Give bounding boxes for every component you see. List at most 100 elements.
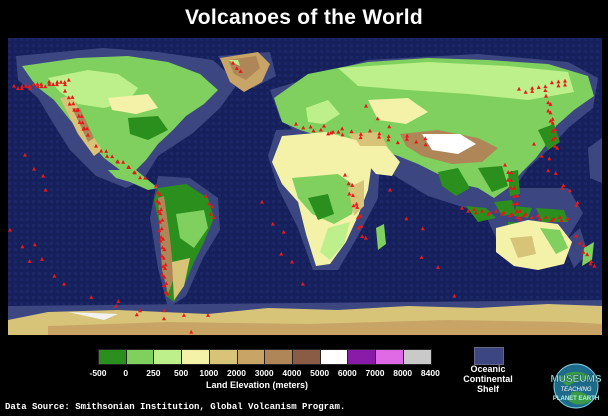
volcano-marker xyxy=(518,209,523,213)
volcano-marker xyxy=(550,120,555,125)
volcano-marker xyxy=(27,86,32,91)
volcano-marker xyxy=(157,228,162,233)
volcano-marker xyxy=(114,303,118,308)
volcano-marker xyxy=(523,211,528,216)
museums-teaching-planet-earth-logo: MUSEUMS TEACHING PLANET EARTH xyxy=(550,363,602,409)
volcano-marker xyxy=(356,225,361,230)
volcano-marker xyxy=(574,203,579,207)
volcano-marker xyxy=(35,84,40,88)
volcano-marker xyxy=(20,83,25,88)
volcano-marker xyxy=(349,129,354,134)
volcano-marker xyxy=(116,159,121,164)
volcano-marker xyxy=(487,210,492,215)
volcano-marker xyxy=(561,183,566,187)
volcano-marker xyxy=(518,216,522,221)
volcano-marker xyxy=(503,162,507,167)
volcano-marker xyxy=(404,136,409,141)
volcano-marker xyxy=(143,175,148,180)
volcano-marker xyxy=(585,252,590,257)
volcano-marker xyxy=(159,226,164,231)
volcano-marker xyxy=(355,215,360,220)
volcano-marker xyxy=(547,156,552,161)
volcano-marker xyxy=(543,88,548,93)
volcano-marker xyxy=(164,281,169,286)
volcano-marker xyxy=(189,329,194,334)
elevation-legend-caption: Land Elevation (meters) xyxy=(206,380,309,390)
volcano-marker xyxy=(340,126,345,131)
elevation-tick-label: 6000 xyxy=(337,368,357,378)
volcano-marker xyxy=(134,312,139,317)
volcano-marker xyxy=(512,186,517,190)
volcano-marker xyxy=(506,177,510,182)
volcano-marker xyxy=(86,132,90,137)
volcano-marker xyxy=(156,209,161,214)
volcano-marker xyxy=(546,168,551,173)
volcano-marker xyxy=(155,190,160,195)
volcano-marker xyxy=(514,209,519,214)
elevation-tick-label: 8400 xyxy=(420,368,440,378)
volcano-marker xyxy=(530,89,535,93)
volcano-marker xyxy=(157,192,162,197)
volcano-marker xyxy=(423,136,428,141)
shelf-label-line3: Shelf xyxy=(476,384,499,394)
volcano-marker xyxy=(311,128,316,133)
volcano-marker xyxy=(509,185,513,190)
volcano-marker xyxy=(548,102,553,106)
volcano-marker xyxy=(367,128,372,133)
volcano-marker xyxy=(105,154,110,158)
volcano-marker xyxy=(210,204,215,209)
volcano-marker xyxy=(94,143,98,148)
elevation-swatch xyxy=(375,349,404,365)
volcano-marker xyxy=(206,313,210,317)
logo-line3: PLANET EARTH xyxy=(553,396,599,402)
antarctica xyxy=(8,304,602,335)
shelf-legend-swatch xyxy=(474,347,504,365)
volcano-marker xyxy=(589,259,594,264)
volcano-marker xyxy=(76,113,81,118)
logo-line2: TEACHING xyxy=(560,387,591,393)
volcano-marker xyxy=(346,181,351,186)
volcano-marker xyxy=(181,313,186,317)
volcano-marker xyxy=(329,130,334,135)
volcano-marker xyxy=(79,114,84,118)
volcano-marker xyxy=(553,171,558,175)
volcano-marker xyxy=(436,265,440,269)
volcano-marker xyxy=(539,153,544,158)
volcano-marker xyxy=(23,152,27,157)
elevation-tick-label: -500 xyxy=(89,368,107,378)
volcano-marker xyxy=(41,173,46,178)
volcano-marker xyxy=(419,255,424,259)
volcano-marker xyxy=(575,200,580,205)
volcano-marker xyxy=(529,214,534,219)
volcano-marker xyxy=(494,208,499,213)
volcano-marker xyxy=(39,84,44,89)
volcano-marker xyxy=(515,215,520,219)
elevation-tick-label: 8000 xyxy=(393,368,413,378)
volcano-marker xyxy=(563,78,567,83)
volcano-marker xyxy=(163,289,168,294)
volcano-marker xyxy=(358,213,363,218)
volcano-marker xyxy=(559,218,564,222)
volcano-marker xyxy=(51,82,56,86)
volcano-marker xyxy=(544,93,548,98)
volcano-marker xyxy=(138,308,143,313)
volcano-marker xyxy=(548,110,553,115)
volcano-marker xyxy=(63,82,68,87)
volcano-marker xyxy=(58,79,63,84)
volcano-marker xyxy=(35,81,40,86)
volcano-marker xyxy=(66,95,71,100)
volcano-marker xyxy=(159,253,164,258)
volcano-marker xyxy=(581,249,586,254)
volcano-marker xyxy=(163,262,168,267)
volcano-marker xyxy=(161,236,166,241)
volcano-marker xyxy=(460,205,464,210)
volcano-marker xyxy=(160,217,165,222)
volcano-marker xyxy=(204,193,208,198)
volcano-marker xyxy=(99,148,104,153)
continent-australia xyxy=(496,220,594,270)
volcano-marker xyxy=(517,86,521,91)
volcano-marker xyxy=(80,120,85,125)
elevation-swatch xyxy=(98,349,127,365)
volcano-marker xyxy=(322,123,326,128)
volcano-marker xyxy=(207,201,212,206)
